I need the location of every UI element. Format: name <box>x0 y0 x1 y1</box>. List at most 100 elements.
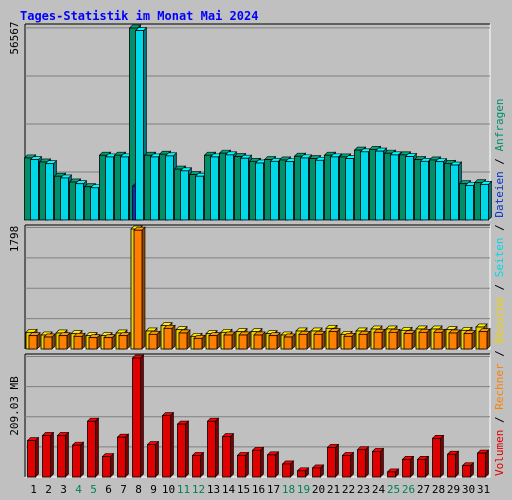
bar-front <box>387 471 396 478</box>
bar-front <box>447 453 456 478</box>
bar-volumen-day-14 <box>221 432 235 478</box>
bar-side <box>425 455 429 478</box>
legend-item-dateien: Dateien <box>493 171 506 217</box>
bar-front <box>283 336 293 350</box>
x-tick-label: 23 <box>357 483 370 496</box>
bar-rechner-day-1 <box>28 331 41 350</box>
bar-rechner-day-29 <box>448 329 461 350</box>
bar-side <box>245 451 249 478</box>
bar-front <box>87 420 96 478</box>
bar-front <box>405 156 414 221</box>
bar-volumen-day-16 <box>251 446 265 478</box>
bar-front <box>178 332 188 350</box>
x-tick-label: 4 <box>75 483 82 496</box>
bar-volumen-day-18 <box>281 460 295 478</box>
bar-volumen-day-1 <box>26 436 40 478</box>
bar-front <box>148 333 158 350</box>
x-tick-label: 2 <box>45 483 52 496</box>
y-max-label: 209.03 MB <box>8 376 21 436</box>
bar-volumen-day-3 <box>56 431 70 478</box>
bar-rechner-day-14 <box>223 331 236 350</box>
bar-front <box>360 151 369 221</box>
legend-separator: / <box>493 410 506 430</box>
bar-volumen-day-17 <box>266 451 280 478</box>
x-tick-label: 6 <box>105 483 112 496</box>
bar-front <box>240 157 249 221</box>
bar-side <box>230 432 234 478</box>
bar-volumen-day-28 <box>431 434 445 478</box>
bar-front <box>192 454 201 478</box>
bar-volumen-day-12 <box>191 451 205 478</box>
bar-volumen-day-7 <box>116 433 130 478</box>
bar-side <box>140 354 144 478</box>
bar-front <box>402 458 411 478</box>
bar-front <box>102 456 111 478</box>
bar-front <box>448 332 458 350</box>
bar-rechner-day-27 <box>418 328 431 350</box>
bar-volumen-day-10 <box>161 411 175 478</box>
bar-side <box>335 443 339 478</box>
bar-front <box>255 162 264 221</box>
bar-front <box>417 458 426 478</box>
bar-front <box>223 334 233 350</box>
bar-rechner-day-20 <box>313 330 326 350</box>
bar-front <box>345 158 354 221</box>
bar-rechner-day-22 <box>343 332 356 350</box>
bar-front <box>253 334 263 350</box>
x-tick-label: 25 <box>387 483 400 496</box>
bar-front <box>45 163 54 221</box>
x-tick-label: 26 <box>402 483 415 496</box>
bar-front <box>388 331 398 350</box>
bar-front <box>358 333 368 350</box>
bar-front <box>42 435 51 478</box>
bar-rechner-day-6 <box>103 333 116 350</box>
legend-item-seiten: Seiten <box>493 238 506 278</box>
bar-volumen-day-24 <box>371 447 385 478</box>
bar-front <box>432 437 441 478</box>
bar-front <box>73 335 83 350</box>
bar-front <box>285 161 294 221</box>
bar-front <box>375 150 384 221</box>
bar-front <box>390 154 399 221</box>
bar-front <box>463 333 473 350</box>
bar-front <box>313 333 323 350</box>
legend-text: Volumen / Rechner / Besuche / Seiten / D… <box>493 98 506 476</box>
bar-volumen-day-4 <box>71 441 85 478</box>
bar-rechner-day-10 <box>163 324 176 350</box>
bar-rechner-day-18 <box>283 333 296 350</box>
x-tick-label: 28 <box>432 483 445 496</box>
bar-front <box>207 420 216 478</box>
bar-side <box>410 455 414 478</box>
bar-front <box>58 335 68 350</box>
bar-front <box>30 159 39 221</box>
bar-front <box>237 454 246 478</box>
x-tick-label: 30 <box>462 483 475 496</box>
bar-side <box>365 445 369 478</box>
x-tick-label: 18 <box>282 483 295 496</box>
bar-volumen-day-21 <box>326 443 340 478</box>
bar-front <box>210 156 219 221</box>
bar-front <box>132 357 141 478</box>
bar-front <box>403 333 413 350</box>
bar-side <box>95 417 99 478</box>
bar-front <box>330 156 339 221</box>
panel-volume: 209.03 MB <box>8 353 491 478</box>
x-tick-label: 5 <box>90 483 97 496</box>
bar-side <box>35 436 39 478</box>
bar-side <box>488 180 492 221</box>
x-tick-label: 22 <box>342 483 355 496</box>
bar-front <box>162 415 171 478</box>
bar-side <box>50 431 54 478</box>
bar-side <box>200 451 204 478</box>
bar-side <box>141 226 146 350</box>
bar-front <box>252 449 261 478</box>
bar-front <box>135 30 144 221</box>
x-tick-label: 24 <box>372 483 386 496</box>
bar-volumen-day-23 <box>356 445 370 478</box>
bar-rechner-day-5 <box>88 333 101 350</box>
legend-item-besuche: Besuche <box>493 297 506 343</box>
bar-rechner-day-12 <box>193 334 206 350</box>
bar-front <box>327 446 336 478</box>
legend-item-anfragen: Anfragen <box>493 98 506 151</box>
